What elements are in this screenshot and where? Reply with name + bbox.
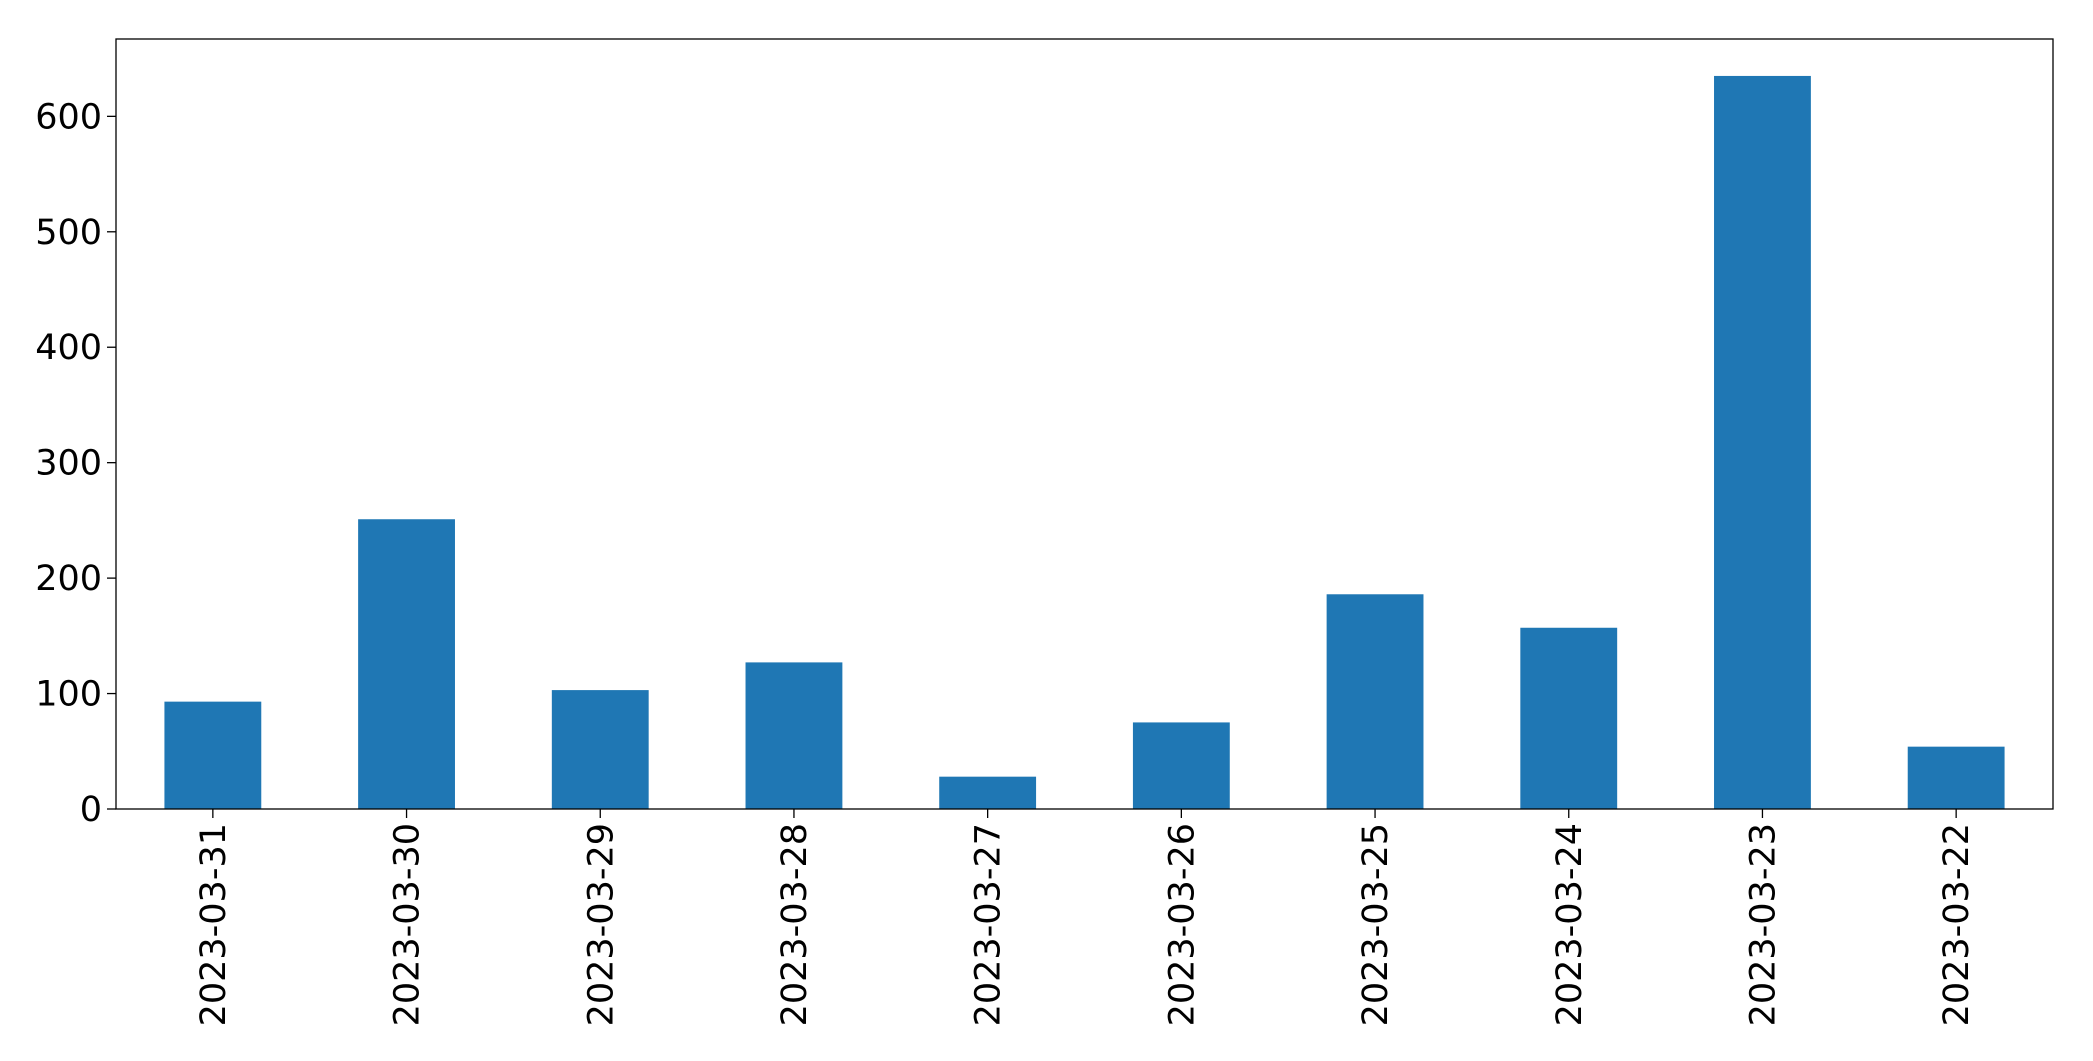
y-tick-label: 400 (35, 328, 102, 368)
x-tick-label: 2023-03-30 (388, 823, 428, 1026)
x-tick-label: 2023-03-27 (969, 823, 1009, 1026)
bar (551, 690, 649, 809)
bar (164, 701, 262, 809)
plot-frame (115, 38, 2054, 810)
y-tick-label: 100 (35, 675, 102, 715)
bar (358, 519, 455, 809)
bar (1326, 594, 1424, 809)
x-tick-label: 2023-03-22 (1937, 823, 1977, 1026)
y-tick-label: 600 (35, 97, 102, 137)
x-tick-label: 2023-03-28 (775, 823, 815, 1026)
x-tick-label: 2023-03-26 (1162, 823, 1202, 1026)
x-tick-label: 2023-03-23 (1743, 823, 1783, 1026)
x-tick-label: 2023-03-25 (1356, 823, 1396, 1026)
bar (1132, 722, 1230, 809)
x-tick-label: 2023-03-24 (1550, 823, 1590, 1026)
y-tick-label: 0 (80, 790, 102, 830)
y-tick-label: 200 (35, 559, 102, 599)
bar (1714, 75, 1811, 809)
x-tick-label: 2023-03-29 (581, 823, 621, 1026)
bar (745, 662, 843, 809)
bar (1907, 746, 2005, 809)
y-tick-label: 300 (35, 444, 102, 484)
bar (939, 776, 1037, 809)
bar (1520, 627, 1618, 809)
x-tick-label: 2023-03-31 (194, 823, 234, 1026)
y-tick-label: 500 (35, 213, 102, 253)
